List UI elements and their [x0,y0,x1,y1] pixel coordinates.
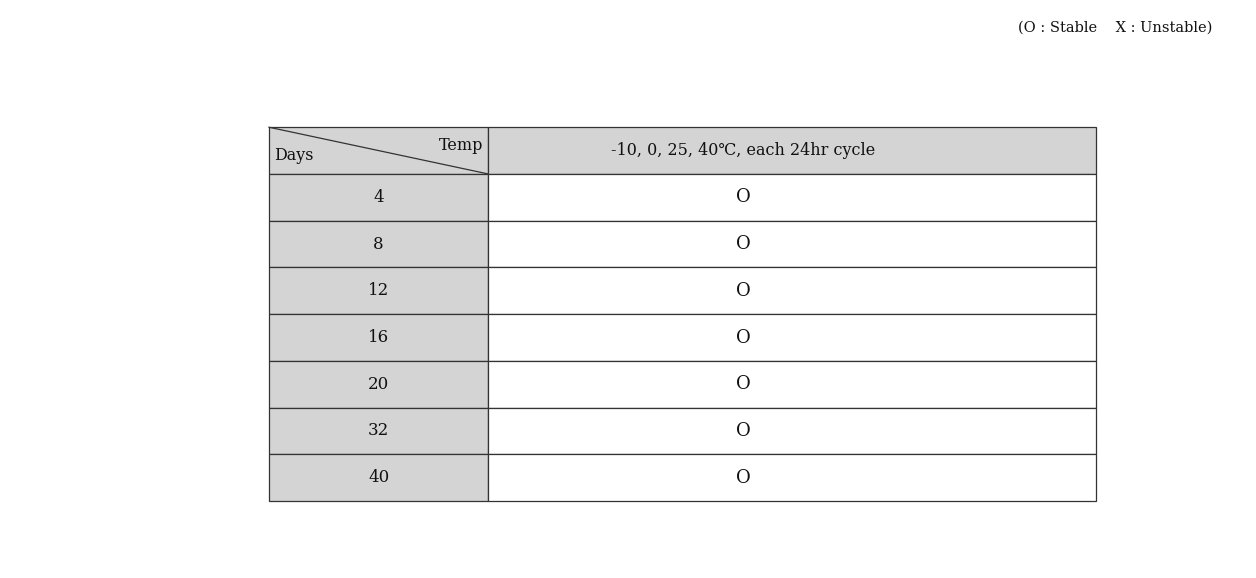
Bar [489,314,1096,361]
Text: Days: Days [274,147,313,164]
Text: 12: 12 [368,282,389,299]
Bar [269,361,489,407]
Bar [269,268,489,314]
Text: 40: 40 [368,469,389,486]
Text: O: O [736,422,751,440]
Text: 16: 16 [368,329,389,346]
Text: O: O [736,375,751,393]
Bar [269,407,489,454]
Text: O: O [736,235,751,253]
Text: 4: 4 [373,189,384,206]
Text: 20: 20 [368,376,389,392]
Text: O: O [736,469,751,487]
Text: O: O [736,282,751,300]
Bar [269,314,489,361]
Bar [489,361,1096,407]
Bar [489,454,1096,501]
Text: -10, 0, 25, 40℃, each 24hr cycle: -10, 0, 25, 40℃, each 24hr cycle [612,142,875,159]
Text: O: O [736,188,751,206]
Bar [489,268,1096,314]
Text: 8: 8 [373,236,384,253]
Bar [489,127,1096,174]
Bar [269,454,489,501]
Text: 32: 32 [368,423,389,439]
Bar [489,407,1096,454]
Bar [269,174,489,221]
Bar [269,127,489,174]
Bar [489,221,1096,268]
Text: O: O [736,328,751,346]
Text: (O : Stable    X : Unstable): (O : Stable X : Unstable) [1017,20,1212,34]
Bar [269,221,489,268]
Bar [489,174,1096,221]
Text: Temp: Temp [438,138,484,154]
